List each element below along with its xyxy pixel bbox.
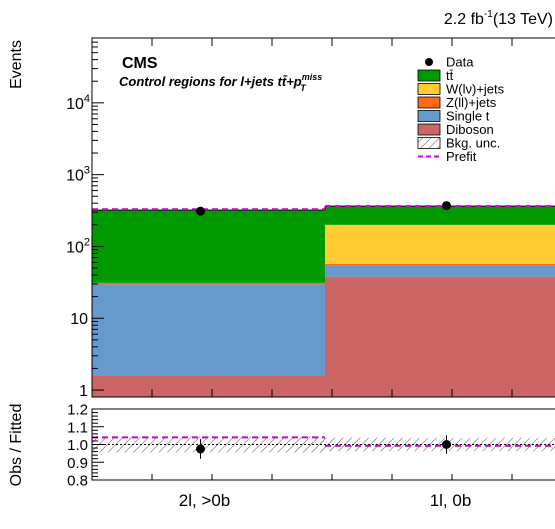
y-tick-label: 103 — [66, 165, 90, 185]
bar-diboson-0 — [92, 375, 325, 397]
legend-label-3: Z(ll)+jets — [446, 95, 497, 110]
legend-label-7: Prefit — [446, 149, 477, 164]
cms-label: CMS — [122, 55, 158, 72]
ratio-y-tick-label: 1.2 — [67, 402, 88, 419]
bar-singlet-1 — [325, 265, 555, 277]
svg-text:2.2 fb-1(13 TeV): 2.2 fb-1(13 TeV) — [444, 9, 553, 28]
legend-swatch-3 — [417, 96, 441, 109]
main-y-axis-label: Events — [8, 40, 25, 89]
y-tick-label: 104 — [66, 93, 90, 113]
y-tick-label: 1 — [79, 383, 88, 400]
bar-wljets-1 — [325, 224, 555, 264]
data-points — [196, 201, 451, 216]
y-tick-label: 10 — [70, 311, 88, 328]
x-label-0: 2l, >0b — [179, 491, 231, 510]
bar-tt-0 — [92, 210, 325, 283]
bar-singlet-0 — [92, 284, 325, 376]
legend-marker-data — [425, 58, 433, 66]
data-point-1 — [442, 201, 451, 211]
x-axis-labels: 2l, >0b 1l, 0b — [179, 491, 472, 510]
data-point-0 — [196, 206, 205, 216]
ratio-y-axis: 0.80.91.01.11.2 — [67, 402, 513, 490]
legend-label-6: Bkg. unc. — [446, 136, 500, 151]
plot-subtitle: Control regions for l+jets tt̄+pmiss T — [119, 72, 322, 93]
legend-label-4: Single t — [446, 109, 490, 124]
x-label-1: 1l, 0b — [430, 491, 472, 510]
ratio-y-tick-label: 0.8 — [67, 473, 88, 490]
bar-tt-1 — [325, 206, 555, 225]
bar-diboson-1 — [325, 276, 555, 397]
bar-zlljets-0 — [92, 282, 325, 285]
main-plot-stack — [92, 205, 555, 397]
legend-swatch-hatch — [417, 137, 441, 149]
legend-swatch-4 — [417, 110, 441, 122]
legend-swatch-1 — [417, 69, 441, 82]
ratio-point-0 — [196, 444, 205, 454]
legend-swatch-2 — [417, 83, 441, 95]
legend-label-2: W(lν)+jets — [446, 82, 505, 97]
legend-swatch-5 — [417, 123, 441, 136]
ratio-points — [196, 435, 451, 459]
ratio-y-axis-label: Obs / Fitted — [8, 404, 25, 487]
y-tick-label: 102 — [66, 236, 90, 256]
ratio-y-tick-label: 0.9 — [67, 455, 88, 472]
legend-label-1: tt̄ — [446, 68, 454, 83]
ratio-y-tick-label: 1.1 — [67, 419, 88, 436]
bar-zlljets-1 — [325, 263, 555, 266]
lumi-label: 2.2 fb-1(13 TeV) — [444, 9, 553, 28]
legend-label-0: Data — [446, 55, 474, 70]
ratio-point-1 — [442, 440, 451, 449]
ratio-y-tick-label: 1.0 — [67, 437, 88, 454]
main-y-axis: 1 10 102 103 104 — [66, 37, 513, 400]
legend-label-5: Diboson — [446, 122, 494, 137]
